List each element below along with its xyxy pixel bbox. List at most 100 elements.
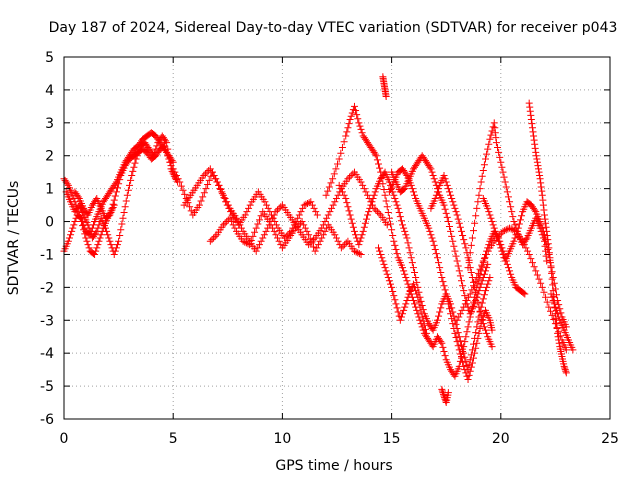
data-point	[477, 280, 485, 288]
data-point	[330, 170, 338, 178]
data-point	[474, 334, 482, 342]
data-point	[465, 256, 473, 264]
data-point	[297, 208, 305, 216]
data-point	[483, 150, 491, 158]
data-point	[269, 214, 277, 222]
data-point	[208, 236, 216, 244]
data-point	[532, 152, 540, 160]
data-point	[374, 160, 382, 168]
data-point	[314, 241, 322, 249]
y-tick-label: 3	[45, 116, 54, 132]
data-point	[530, 136, 538, 144]
data-point	[460, 236, 468, 244]
data-point	[383, 203, 391, 211]
data-point	[409, 297, 417, 305]
data-point	[411, 283, 419, 291]
data-point	[518, 212, 526, 220]
data-point	[118, 220, 126, 228]
data-point	[411, 191, 419, 199]
data-point	[443, 181, 451, 189]
data-point	[301, 224, 309, 232]
data-point	[506, 198, 514, 206]
data-point	[392, 300, 400, 308]
data-point	[293, 222, 301, 230]
data-point	[153, 142, 161, 150]
data-point	[206, 165, 214, 173]
data-point	[472, 288, 480, 296]
data-point	[331, 198, 339, 206]
data-point	[74, 193, 82, 201]
data-point	[421, 325, 429, 333]
data-point	[310, 243, 318, 251]
data-point	[396, 213, 404, 221]
data-point	[537, 279, 545, 287]
data-point	[548, 268, 556, 276]
data-point	[439, 343, 447, 351]
data-point	[334, 160, 342, 168]
data-point	[449, 237, 457, 245]
data-point	[418, 313, 426, 321]
data-point	[427, 231, 435, 239]
data-point	[355, 250, 363, 258]
data-point	[299, 204, 307, 212]
data-point	[262, 227, 270, 235]
data-point	[433, 316, 441, 324]
data-point	[510, 218, 518, 226]
x-axis-label: GPS time / hours	[275, 458, 392, 474]
data-point	[313, 244, 321, 252]
data-point	[181, 190, 189, 198]
data-point	[272, 231, 280, 239]
data-point	[84, 241, 92, 249]
data-point	[458, 306, 466, 314]
data-point	[362, 215, 370, 223]
data-point	[93, 227, 101, 235]
data-point	[460, 362, 468, 370]
series-arc20	[438, 385, 452, 407]
data-point	[550, 300, 558, 308]
data-point	[520, 289, 528, 297]
data-point	[187, 207, 195, 215]
data-point	[306, 235, 314, 243]
data-point	[234, 218, 242, 226]
data-point	[555, 328, 563, 336]
series-arc13	[374, 244, 431, 337]
data-point	[267, 221, 275, 229]
data-point	[467, 363, 475, 371]
data-point	[476, 325, 484, 332]
data-point	[414, 310, 422, 318]
x-tick-label: 20	[492, 431, 510, 447]
data-point	[350, 247, 358, 255]
data-point	[254, 244, 262, 252]
data-point	[387, 280, 395, 288]
ticks-layer: 0 5 10 15 20 25 -6 -5 -4 -3 -2 -1 0 1 2 3 4 5	[40, 50, 619, 447]
data-point	[364, 211, 372, 219]
data-point	[332, 234, 340, 242]
data-point	[371, 150, 379, 158]
data-point	[453, 257, 461, 265]
data-point	[310, 204, 318, 212]
data-point	[544, 236, 552, 244]
data-point	[264, 204, 272, 212]
data-point	[404, 293, 412, 301]
data-point	[453, 211, 461, 219]
data-point	[166, 158, 174, 166]
data-point	[337, 149, 345, 157]
data-point	[452, 320, 460, 328]
data-point	[383, 221, 391, 229]
data-point	[400, 224, 408, 232]
y-tick-label: 4	[45, 83, 54, 99]
data-point	[323, 214, 331, 222]
data-point	[219, 191, 227, 199]
data-point	[384, 273, 392, 281]
data-point	[83, 237, 91, 245]
data-point	[473, 323, 481, 331]
data-point	[471, 219, 479, 227]
data-point	[295, 211, 303, 219]
data-point	[456, 272, 464, 280]
data-point	[114, 184, 122, 192]
marks-layer	[60, 73, 577, 407]
data-point	[397, 313, 405, 321]
y-tick-label: 1	[45, 182, 54, 198]
data-point	[326, 208, 334, 216]
data-point	[64, 237, 72, 245]
